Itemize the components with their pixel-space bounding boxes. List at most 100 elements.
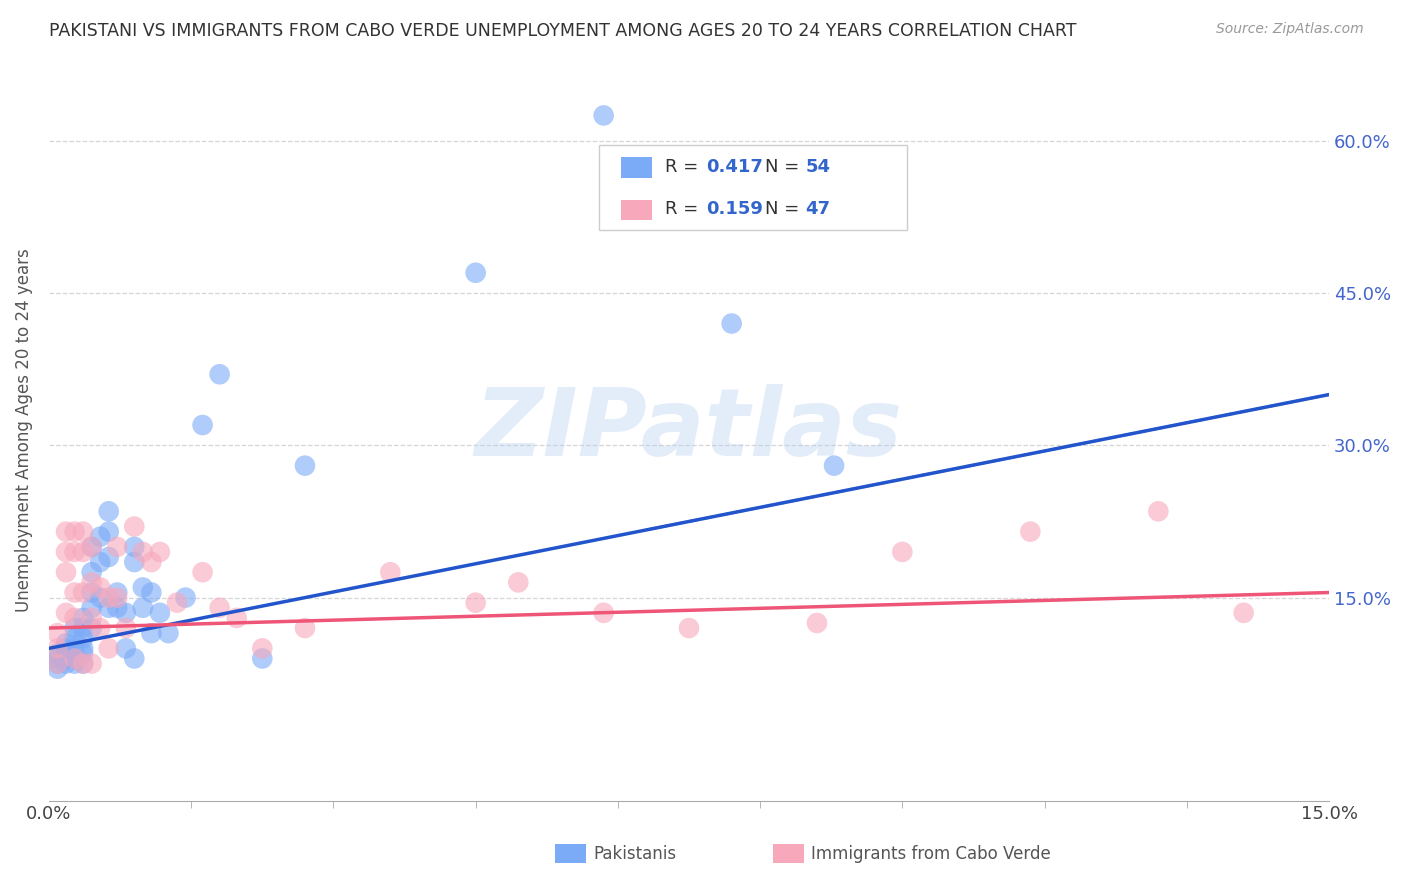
Point bbox=[252, 651, 274, 665]
Point bbox=[114, 606, 136, 620]
Point bbox=[72, 611, 94, 625]
Point bbox=[380, 566, 402, 580]
Point bbox=[891, 545, 914, 559]
Point bbox=[225, 611, 247, 625]
Point bbox=[55, 606, 77, 620]
Point bbox=[63, 545, 86, 559]
Point bbox=[80, 600, 103, 615]
Point bbox=[132, 600, 155, 615]
FancyBboxPatch shape bbox=[621, 157, 652, 178]
Text: R =: R = bbox=[665, 158, 703, 176]
Point bbox=[72, 621, 94, 635]
Point bbox=[63, 651, 86, 665]
Point bbox=[63, 611, 86, 625]
Point bbox=[114, 641, 136, 656]
Point bbox=[592, 108, 614, 122]
Text: Source: ZipAtlas.com: Source: ZipAtlas.com bbox=[1216, 22, 1364, 37]
Point bbox=[72, 545, 94, 559]
Point bbox=[294, 621, 316, 635]
Point bbox=[191, 566, 214, 580]
Point bbox=[80, 566, 103, 580]
Point bbox=[55, 657, 77, 671]
Point bbox=[55, 566, 77, 580]
Point bbox=[55, 524, 77, 539]
Point bbox=[63, 585, 86, 599]
Point bbox=[141, 555, 163, 569]
Point bbox=[141, 585, 163, 599]
Text: PAKISTANI VS IMMIGRANTS FROM CABO VERDE UNEMPLOYMENT AMONG AGES 20 TO 24 YEARS C: PAKISTANI VS IMMIGRANTS FROM CABO VERDE … bbox=[49, 22, 1077, 40]
Point bbox=[72, 585, 94, 599]
Point bbox=[823, 458, 845, 473]
Point bbox=[105, 600, 128, 615]
Point bbox=[678, 621, 700, 635]
Point bbox=[72, 641, 94, 656]
Point bbox=[294, 458, 316, 473]
Point bbox=[208, 600, 231, 615]
Text: N =: N = bbox=[765, 201, 804, 219]
Text: 0.159: 0.159 bbox=[706, 201, 762, 219]
Point bbox=[63, 657, 86, 671]
Point bbox=[80, 585, 103, 599]
Point bbox=[806, 615, 828, 630]
Point bbox=[252, 641, 274, 656]
Point bbox=[105, 591, 128, 605]
Text: Immigrants from Cabo Verde: Immigrants from Cabo Verde bbox=[811, 845, 1052, 863]
Point bbox=[105, 585, 128, 599]
Y-axis label: Unemployment Among Ages 20 to 24 years: Unemployment Among Ages 20 to 24 years bbox=[15, 248, 32, 612]
Point bbox=[124, 519, 146, 533]
Text: Pakistanis: Pakistanis bbox=[593, 845, 676, 863]
Point bbox=[46, 657, 69, 671]
Point bbox=[149, 606, 172, 620]
Point bbox=[157, 626, 180, 640]
Text: 54: 54 bbox=[806, 158, 831, 176]
Point bbox=[89, 530, 111, 544]
Point bbox=[89, 621, 111, 635]
Point bbox=[89, 591, 111, 605]
Point bbox=[89, 581, 111, 595]
Point bbox=[63, 524, 86, 539]
Point bbox=[46, 641, 69, 656]
Point bbox=[97, 591, 120, 605]
Point bbox=[105, 540, 128, 554]
Point bbox=[72, 631, 94, 645]
Point bbox=[141, 626, 163, 640]
Point bbox=[124, 651, 146, 665]
Point bbox=[166, 596, 188, 610]
Point bbox=[46, 647, 69, 661]
Point bbox=[97, 504, 120, 518]
Point bbox=[97, 549, 120, 564]
Point bbox=[114, 621, 136, 635]
Point bbox=[55, 641, 77, 656]
Point bbox=[80, 540, 103, 554]
Point bbox=[1147, 504, 1170, 518]
Text: 47: 47 bbox=[806, 201, 831, 219]
Point bbox=[80, 621, 103, 635]
Point bbox=[55, 647, 77, 661]
Point bbox=[80, 540, 103, 554]
Point bbox=[63, 651, 86, 665]
Point bbox=[208, 368, 231, 382]
Point bbox=[191, 417, 214, 432]
Point bbox=[80, 611, 103, 625]
Point bbox=[80, 575, 103, 590]
Point bbox=[132, 581, 155, 595]
Point bbox=[72, 657, 94, 671]
Point bbox=[1019, 524, 1042, 539]
Point bbox=[55, 651, 77, 665]
Point bbox=[508, 575, 530, 590]
Point bbox=[174, 591, 197, 605]
Point bbox=[720, 317, 742, 331]
Point bbox=[63, 641, 86, 656]
Point bbox=[124, 540, 146, 554]
Point bbox=[72, 647, 94, 661]
Point bbox=[72, 657, 94, 671]
Point bbox=[46, 626, 69, 640]
Text: N =: N = bbox=[765, 158, 804, 176]
Point bbox=[149, 545, 172, 559]
Point bbox=[55, 636, 77, 650]
Text: ZIPatlas: ZIPatlas bbox=[475, 384, 903, 476]
Point bbox=[46, 651, 69, 665]
Point bbox=[592, 606, 614, 620]
FancyBboxPatch shape bbox=[621, 200, 652, 220]
Point bbox=[97, 600, 120, 615]
